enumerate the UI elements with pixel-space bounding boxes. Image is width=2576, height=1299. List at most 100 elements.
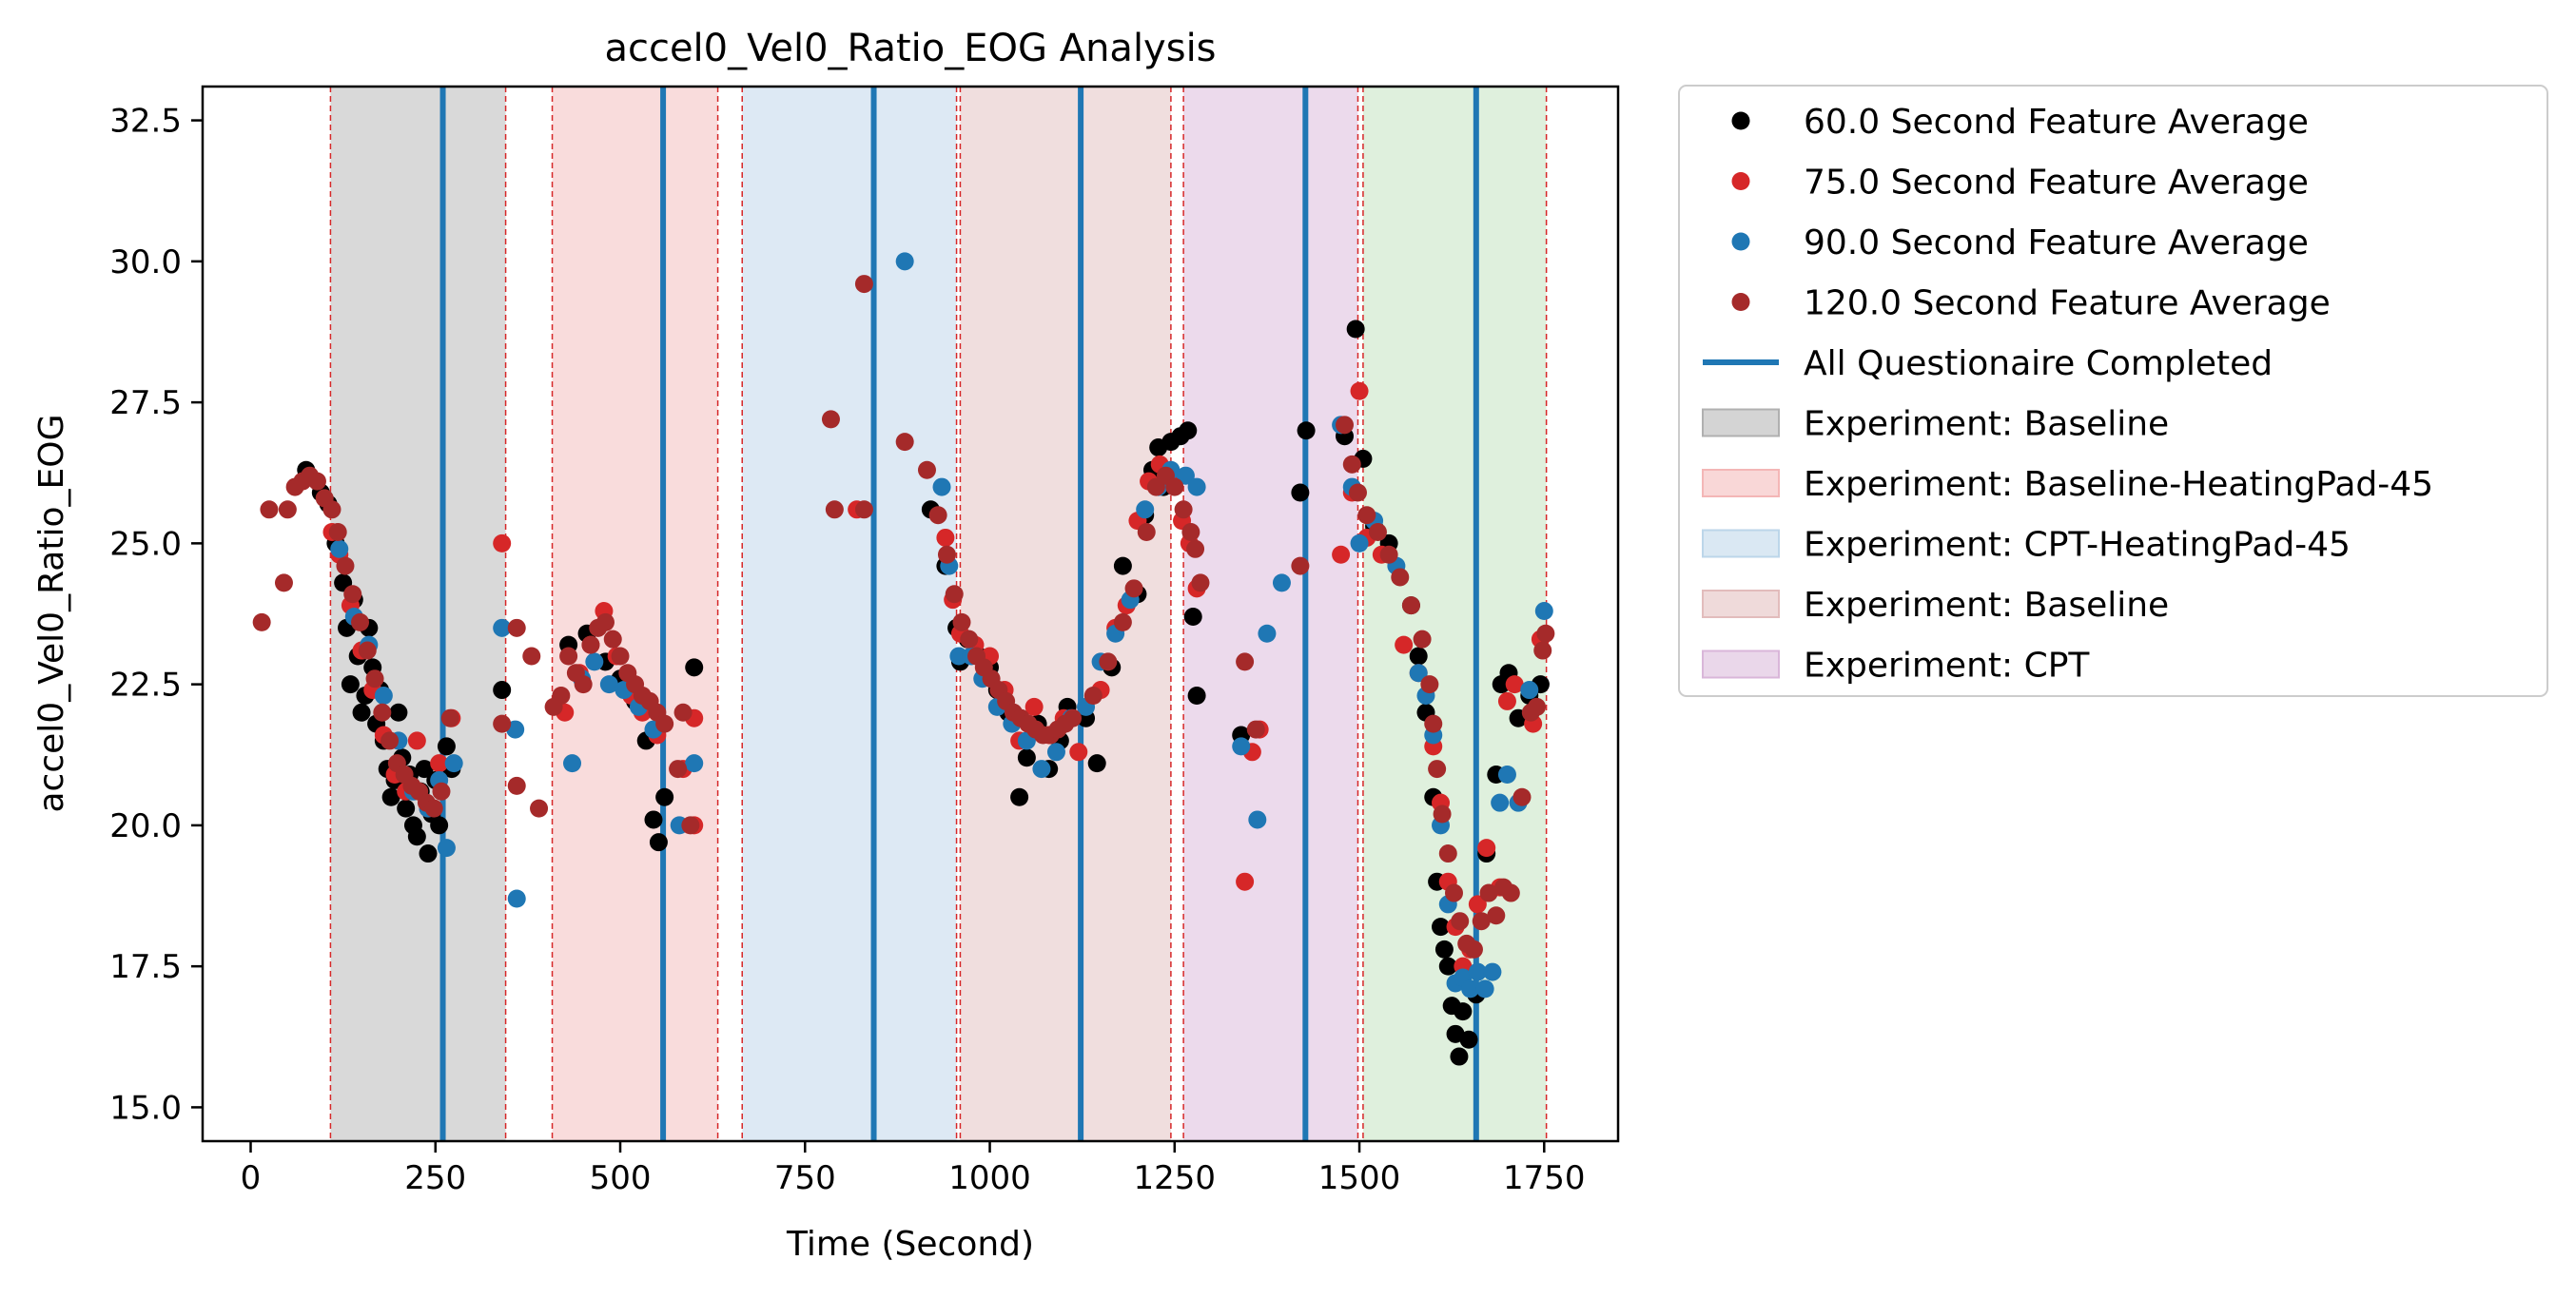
data-point-s4-14 [351,612,370,631]
x-tick-label-3: 500 [590,1159,652,1197]
data-point-s2-26 [936,528,955,547]
data-point-s1-44 [685,658,704,677]
data-point-s4-57 [928,506,947,525]
data-point-s4-30 [522,647,541,666]
data-point-s2-64 [1477,839,1496,858]
data-point-s2-67 [1505,675,1524,694]
data-point-s4-26 [440,708,459,727]
legend-entry-9: Experiment: Baseline [1702,586,2169,625]
data-point-s3-1 [330,539,349,558]
data-point-s1-88 [1434,940,1454,959]
data-point-s4-83 [1165,477,1184,496]
data-point-s4-50 [681,816,700,835]
legend-patch-9 [1702,590,1780,618]
legend-label-9: Experiment: Baseline [1804,586,2169,625]
x-tick-label-6: 1250 [1134,1159,1217,1197]
data-point-s4-111 [1487,906,1506,925]
data-point-s1-32 [437,737,456,756]
x-tick-label-1: 0 [241,1159,262,1197]
data-point-s3-61 [1468,962,1487,981]
y-tick-label-8: 32.5 [109,103,182,141]
data-point-s3-42 [1176,466,1195,485]
data-point-s4-48 [669,760,688,779]
data-point-s4-85 [1181,523,1200,542]
data-point-s4-61 [960,630,979,649]
data-point-s3-13 [507,889,526,908]
data-point-s3-17 [599,675,618,694]
data-point-s4-10 [322,500,342,519]
data-point-s1-83 [1409,647,1428,666]
data-point-s4-117 [1533,641,1552,660]
data-point-s4-80 [1137,523,1156,542]
data-point-s4-12 [336,556,355,575]
data-point-s4-89 [1246,720,1265,739]
data-point-s1-92 [1450,1047,1469,1066]
data-point-s4-76 [1083,686,1103,705]
legend-label-1: 60.0 Second Feature Average [1804,103,2309,142]
data-point-s3-39 [1136,500,1155,519]
legend-marker-1 [1731,111,1750,130]
y-tick-label-2: 17.5 [109,948,182,986]
data-point-s4-98 [1401,596,1420,615]
experiment-span-2 [552,87,718,1141]
data-point-s1-34 [493,681,512,700]
data-point-s4-59 [945,585,964,604]
data-point-s4-94 [1357,506,1376,525]
data-point-s4-11 [328,523,347,542]
data-point-s4-51 [821,410,840,429]
data-point-s4-55 [895,433,914,452]
x-tick-label-8: 1750 [1503,1159,1586,1197]
legend-patch-8 [1702,529,1780,558]
data-point-s4-18 [381,731,400,750]
legend-label-5: All Questionaire Completed [1804,344,2273,383]
data-point-s4-47 [655,714,674,733]
data-point-s1-78 [1346,320,1365,339]
data-point-s4-77 [1099,652,1118,671]
data-point-s3-53 [1409,664,1428,683]
y-tick-label-5: 25.0 [109,525,182,563]
data-point-s4-84 [1174,500,1193,519]
y-tick-label-4: 22.5 [109,667,182,705]
data-point-s3-62 [1475,979,1494,998]
data-point-s3-45 [1248,810,1267,829]
data-point-s1-41 [644,810,663,829]
data-point-s1-93 [1454,1002,1473,1021]
data-point-s4-54 [854,500,873,519]
data-point-s4-58 [937,545,956,564]
data-point-s4-16 [365,669,384,688]
data-point-s3-60 [1461,979,1480,998]
legend-entry-2: 75.0 Second Feature Average [1731,164,2309,203]
data-point-s1-28 [419,844,438,863]
data-point-s3-26 [949,647,968,666]
legend-entry-3: 90.0 Second Feature Average [1731,223,2309,262]
data-point-s4-40 [603,630,622,649]
experiment-span-3 [742,87,957,1141]
x-tick-label-7: 1500 [1318,1159,1401,1197]
data-point-s4-4 [278,500,297,519]
data-point-s4-2 [260,500,279,519]
data-point-s4-49 [673,703,693,722]
x-tick-label-2: 250 [404,1159,466,1197]
experiment-span-4 [960,87,1171,1141]
data-point-s4-53 [854,275,873,294]
experiment-span-5 [1183,87,1358,1141]
y-axis-ticks: 15.0 17.5 20.0 22.5 25.0 27.5 30.0 32.5 [109,103,203,1127]
data-point-s4-27 [493,714,512,733]
legend-marker-4 [1731,293,1750,311]
data-point-s1-73 [1187,686,1206,705]
data-point-s1-87 [1432,918,1451,937]
data-point-s4-88 [1236,652,1255,671]
data-point-s4-106 [1451,912,1470,931]
data-point-s4-99 [1413,630,1432,649]
data-point-s3-16 [585,652,604,671]
x-tick-label-4: 750 [774,1159,836,1197]
data-point-s3-32 [1032,760,1051,779]
data-point-s2-13 [493,533,512,553]
data-point-s1-61 [1087,754,1106,773]
legend-label-7: Experiment: Baseline-HeatingPad-45 [1804,465,2433,504]
data-point-s2-52 [1350,381,1369,400]
data-point-s4-39 [595,612,615,631]
data-point-s1-18 [381,787,400,806]
